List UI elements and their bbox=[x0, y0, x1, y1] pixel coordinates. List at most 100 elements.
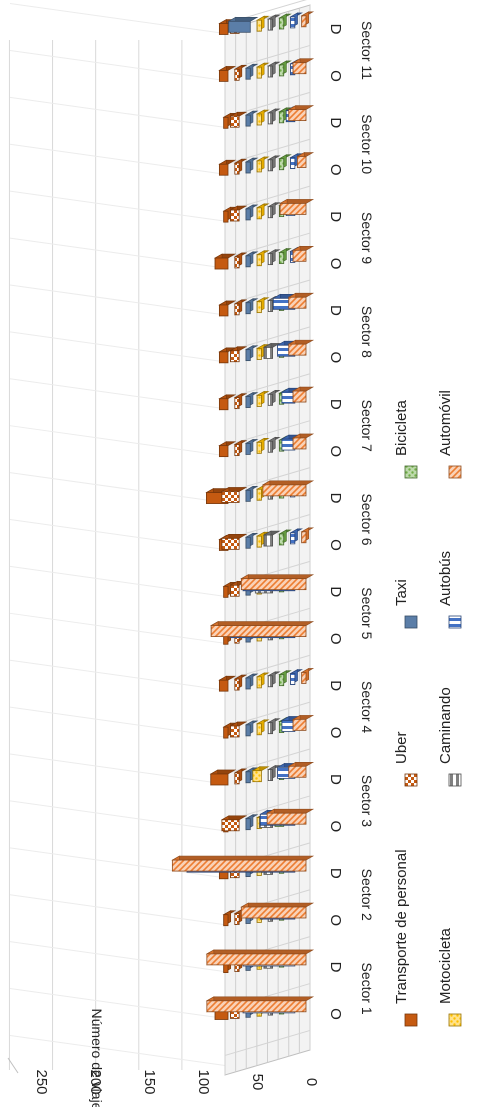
floor-gridline bbox=[224, 654, 311, 681]
bar bbox=[278, 670, 292, 687]
bar bbox=[218, 675, 237, 692]
bar bbox=[218, 300, 237, 317]
bar bbox=[289, 669, 303, 686]
floor-gridline bbox=[224, 889, 311, 916]
gridline bbox=[9, 565, 226, 597]
legend-label: Autobús bbox=[437, 551, 454, 606]
bar bbox=[244, 110, 259, 127]
bar bbox=[218, 347, 237, 364]
floor-gridline bbox=[224, 748, 311, 775]
bar bbox=[289, 12, 303, 29]
floor-gridline bbox=[224, 420, 311, 447]
bar bbox=[205, 949, 315, 966]
bar bbox=[267, 14, 281, 31]
group-label: Sector 10 bbox=[359, 114, 375, 174]
series-automovil bbox=[171, 11, 315, 1013]
legend-item-bicicleta: Bicicleta bbox=[393, 399, 418, 479]
group-label: Sector 7 bbox=[359, 400, 375, 452]
bar bbox=[287, 105, 315, 122]
bar bbox=[244, 392, 259, 409]
bar bbox=[267, 249, 281, 266]
legend-swatch bbox=[448, 1013, 462, 1027]
bar bbox=[278, 60, 292, 77]
bar bbox=[210, 621, 315, 638]
bar bbox=[233, 299, 248, 316]
bar bbox=[291, 58, 315, 75]
bar bbox=[278, 529, 292, 546]
floor-gridline bbox=[224, 373, 311, 400]
floor-gridline bbox=[224, 1029, 311, 1056]
chart-legend: Transporte de personal Uber Taxi Bicicleta M… bbox=[393, 390, 462, 1027]
bar bbox=[267, 718, 281, 735]
y-tick-label: 250 bbox=[33, 1069, 50, 1094]
gridline bbox=[9, 237, 226, 269]
x-tick-label: O bbox=[327, 164, 344, 176]
bar bbox=[220, 533, 248, 550]
bar bbox=[244, 720, 259, 737]
legend-item-uber: Uber bbox=[393, 731, 418, 787]
bar bbox=[266, 808, 315, 825]
legend-swatch bbox=[404, 1013, 418, 1027]
bar bbox=[267, 436, 281, 453]
gridline bbox=[9, 1034, 226, 1066]
bar bbox=[218, 159, 237, 176]
bar bbox=[229, 346, 248, 363]
x-tick-label: D bbox=[327, 586, 344, 597]
x-tick-label: D bbox=[327, 868, 344, 879]
y-tick-label: 150 bbox=[141, 1069, 158, 1094]
x-tick-label: D bbox=[327, 24, 344, 35]
bar bbox=[244, 204, 259, 221]
legend-swatch bbox=[448, 773, 462, 787]
bar bbox=[244, 345, 259, 362]
legend-swatch bbox=[404, 773, 418, 787]
legend-item-automovil: Automóvil bbox=[437, 390, 462, 479]
gridline bbox=[9, 753, 226, 785]
x-tick-label: O bbox=[327, 821, 344, 833]
bar bbox=[291, 386, 315, 403]
bar bbox=[244, 485, 259, 502]
bar bbox=[171, 855, 315, 872]
y-tick-label: 0 bbox=[303, 1078, 320, 1086]
bar bbox=[255, 672, 270, 689]
gridline bbox=[9, 612, 226, 644]
x-tick-label: O bbox=[327, 539, 344, 551]
bar bbox=[262, 530, 281, 547]
x-tick-label: D bbox=[327, 399, 344, 410]
gridline bbox=[9, 425, 226, 457]
bar bbox=[267, 765, 281, 782]
bar bbox=[233, 158, 248, 175]
group-label: Sector 11 bbox=[359, 21, 375, 80]
x-tick-label: O bbox=[327, 351, 344, 363]
bar bbox=[289, 528, 303, 545]
bar bbox=[240, 574, 315, 591]
bar bbox=[278, 154, 292, 171]
group-label: Sector 4 bbox=[359, 681, 375, 733]
x-tick-label: O bbox=[327, 727, 344, 739]
x-tick-label: D bbox=[327, 493, 344, 504]
bar bbox=[233, 393, 248, 410]
bar bbox=[255, 203, 270, 220]
gridline bbox=[9, 894, 226, 926]
bar bbox=[233, 252, 248, 269]
bar bbox=[300, 667, 315, 684]
bar bbox=[255, 437, 270, 454]
bar bbox=[279, 198, 315, 215]
gridline bbox=[9, 847, 226, 879]
y-axis-ticks: 0 50 100 150 200 250 bbox=[7, 1057, 320, 1095]
bar bbox=[287, 761, 315, 778]
bar bbox=[209, 769, 237, 786]
bar bbox=[229, 721, 248, 738]
legend-label: Caminando bbox=[437, 687, 454, 764]
bar bbox=[244, 532, 259, 549]
bar bbox=[267, 389, 281, 406]
y-tick-label: 100 bbox=[195, 1069, 212, 1094]
bar bbox=[240, 902, 315, 919]
group-label: Sector 2 bbox=[359, 869, 375, 921]
gridline bbox=[9, 659, 226, 691]
bar bbox=[218, 394, 237, 411]
bar bbox=[287, 339, 315, 356]
bar bbox=[229, 205, 248, 222]
floor-gridline bbox=[224, 279, 311, 306]
